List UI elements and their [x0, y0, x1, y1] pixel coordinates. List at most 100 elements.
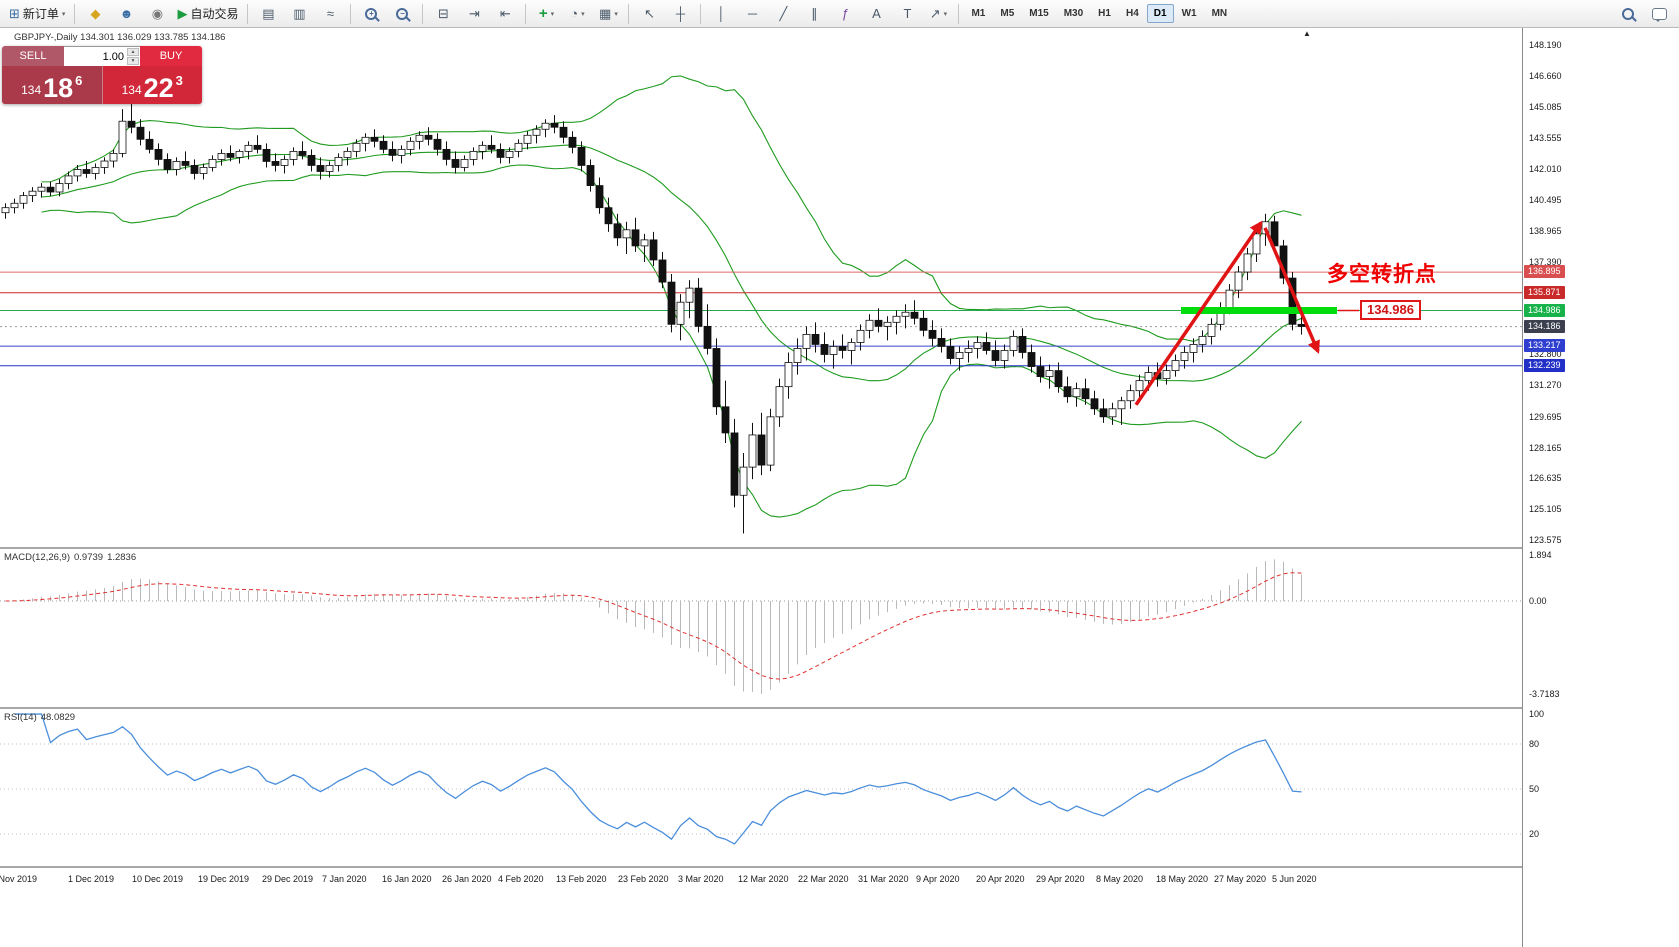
zoom-out-button[interactable]: − — [387, 2, 417, 26]
candle-body — [370, 136, 379, 142]
indicators-button[interactable]: + ▾ — [531, 2, 561, 26]
timeframe-mn-button[interactable]: MN — [1211, 8, 1228, 19]
timeframe-w1-button[interactable]: W1 — [1181, 8, 1197, 19]
indicators-icon: + — [538, 5, 548, 22]
timeframe-h4-button[interactable]: H4 — [1125, 8, 1139, 19]
chart-shift-marker[interactable]: ▲ — [1303, 29, 1311, 38]
bollinger-band-line — [41, 164, 1302, 518]
market-button[interactable]: ☻ — [111, 2, 141, 26]
bar-chart-button[interactable]: ▤ — [253, 2, 283, 26]
periods-button[interactable]: ◔ ▾ — [562, 2, 592, 26]
candle-body — [1243, 253, 1252, 273]
zoom-in-button[interactable]: + — [356, 2, 386, 26]
date-label: 5 Jun 2020 — [1272, 874, 1317, 884]
timeframe-m1-button[interactable]: M1 — [971, 8, 986, 19]
candle-body — [793, 348, 802, 363]
tile-windows-icon: ⊟ — [438, 6, 449, 21]
rsi-indicator-label: RSI(14) 48.0829 — [4, 712, 79, 723]
candle-body — [73, 169, 82, 177]
price-chart[interactable] — [0, 28, 1522, 868]
price-axis[interactable]: 148.190 146.660 145.085 143.555 142.010 140.4… — [1522, 28, 1679, 947]
autotrading-icon: ▶ — [177, 6, 188, 21]
text-button[interactable]: A — [861, 2, 891, 26]
fibonacci-button[interactable]: ƒ — [830, 2, 860, 26]
toolbar-separator — [422, 3, 424, 24]
candle-body — [136, 126, 145, 140]
autotrading-button[interactable]: ▶ 自动交易 — [173, 2, 242, 26]
chevron-down-icon: ▾ — [581, 10, 585, 18]
trend-arrow[interactable] — [1263, 227, 1320, 354]
candle-body — [1126, 390, 1135, 402]
vertical-line-icon: │ — [717, 6, 726, 21]
templates-icon: ▦ — [599, 6, 612, 21]
line-chart-button[interactable]: ≈ — [315, 2, 345, 26]
auto-scroll-button[interactable]: ⇥ — [459, 2, 489, 26]
candle-body — [721, 406, 730, 434]
volume-decrease-button[interactable]: ▼ — [127, 57, 139, 65]
vertical-line-button[interactable]: │ — [706, 2, 736, 26]
channel-button[interactable]: ∥ — [799, 2, 829, 26]
sell-price-button[interactable]: 134 18 6 — [2, 66, 103, 104]
horizontal-line-button[interactable]: ─ — [737, 2, 767, 26]
candle-body — [1144, 372, 1153, 382]
candle-body — [298, 150, 307, 156]
panel-resize-handle[interactable] — [0, 707, 1679, 709]
timeframe-m5-button[interactable]: M5 — [1000, 8, 1015, 19]
timeframe-m15-button[interactable]: M15 — [1029, 8, 1049, 19]
candle-body — [784, 362, 793, 388]
macd-axis-label: 0.00 — [1529, 596, 1547, 606]
arrow-styles-button[interactable]: ↗ ▾ — [923, 2, 953, 26]
buy-price-prefix: 134 — [121, 83, 142, 97]
crosshair-button[interactable]: ┼ — [665, 2, 695, 26]
trend-arrow[interactable] — [1134, 220, 1263, 406]
trendline-button[interactable]: ╱ — [768, 2, 798, 26]
candle-body — [1, 207, 10, 214]
price-axis-label: 132.800 — [1529, 349, 1562, 360]
candle-body — [613, 223, 622, 239]
timeframe-h1-button[interactable]: H1 — [1098, 8, 1111, 19]
label-button[interactable]: T — [892, 2, 922, 26]
buy-button[interactable]: BUY — [140, 46, 202, 66]
chat-icon — [1651, 7, 1667, 22]
cursor-button[interactable]: ↖ — [634, 2, 664, 26]
chart-shift-button[interactable]: ⇤ — [490, 2, 520, 26]
candle-body — [1009, 335, 1018, 351]
time-axis[interactable]: 22 Nov 2019 1 Dec 2019 10 Dec 2019 19 Dec 2… — [0, 868, 1522, 947]
buy-price-sup: 3 — [175, 73, 183, 88]
annotation-text[interactable]: 多空转折点 — [1327, 263, 1437, 286]
search-button[interactable] — [1613, 2, 1643, 26]
candle-body — [766, 416, 775, 466]
tile-windows-button[interactable]: ⊟ — [428, 2, 458, 26]
volume-increase-button[interactable]: ▲ — [127, 48, 139, 56]
sell-button[interactable]: SELL — [2, 46, 64, 66]
symbol-ohlc-label: GBPJPY-,Daily 134.301 136.029 133.785 13… — [14, 32, 226, 43]
chevron-down-icon: ▾ — [61, 10, 66, 18]
templates-button[interactable]: ▦ ▾ — [593, 2, 623, 26]
rsi-line — [14, 713, 1302, 845]
timeframe-d1-button[interactable]: D1 — [1146, 4, 1174, 23]
signals-icon: ◆ — [90, 6, 101, 21]
new-order-button[interactable]: ⊞ 新订单 ▾ — [5, 2, 69, 26]
signals-button[interactable]: ◆ — [80, 2, 110, 26]
price-level-label[interactable]: 134.986 — [1360, 300, 1421, 320]
panel-resize-handle[interactable] — [0, 547, 1679, 549]
candle-body — [424, 134, 433, 140]
date-label: 1 Dec 2019 — [68, 874, 115, 884]
candle-body — [595, 185, 604, 209]
vps-button[interactable]: ◉ — [142, 2, 172, 26]
timeframe-m30-button[interactable]: M30 — [1063, 8, 1084, 19]
chat-button[interactable] — [1644, 2, 1674, 26]
sell-price-big: 18 — [43, 73, 74, 103]
price-axis-label: 129.695 — [1529, 411, 1562, 422]
candle-body — [586, 165, 595, 186]
volume-input[interactable]: 1.00 ▲ ▼ — [64, 46, 140, 66]
buy-price-button[interactable]: 134 22 3 — [102, 66, 202, 104]
panel-resize-handle[interactable] — [0, 866, 1679, 868]
candle-body — [415, 134, 424, 142]
candle-body — [748, 434, 757, 468]
price-tag: 133.217 — [1524, 339, 1565, 353]
candle-body — [487, 144, 496, 150]
candle-chart-button[interactable]: ▥ — [284, 2, 314, 26]
candle-body — [802, 333, 811, 349]
